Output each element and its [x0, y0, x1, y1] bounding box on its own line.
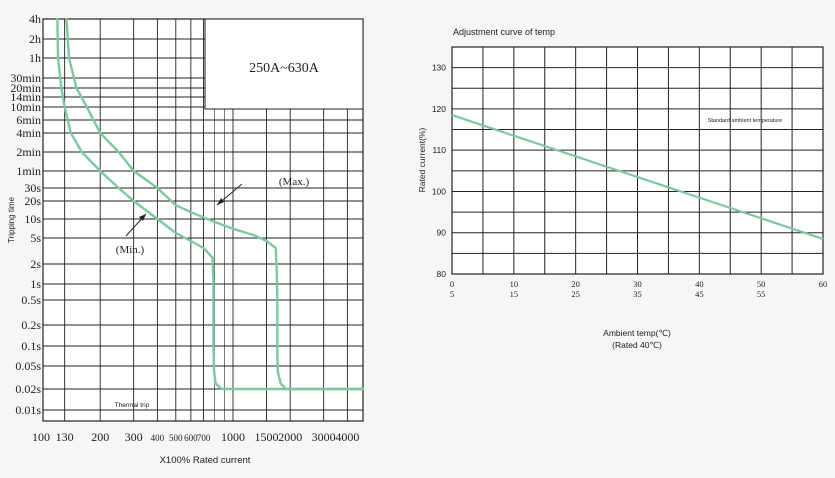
right-x-tick-label-secondary: 35 [633, 289, 642, 299]
left-y-tick-label: 0.05s [15, 359, 41, 373]
left-x-tick-label: 1000 [221, 430, 245, 444]
left-y-tick-label: 1h [29, 51, 41, 65]
left-x-tick-label: 200 [91, 430, 109, 444]
standard-ambient-annotation: Standard ambient temperature [708, 118, 783, 124]
right-x-tick-label-secondary: 25 [571, 289, 580, 299]
left-y-tick-label: 2h [29, 32, 41, 46]
max-annotation: (Max.) [279, 176, 310, 188]
left-y-axis-label: Tripping time [7, 196, 16, 242]
range-label-box [204, 18, 364, 110]
right-y-tick-label: 130 [432, 63, 446, 73]
right-x-tick-label: 20 [571, 279, 580, 289]
right-x-tick-label: 30 [633, 279, 642, 289]
left-x-tick-label: 500 [169, 433, 183, 443]
right-x-tick-label-secondary: 45 [695, 289, 704, 299]
left-x-tick-label: 4000 [335, 430, 359, 444]
right-x-tick-label: 60 [819, 279, 828, 289]
left-y-tick-label: 0.1s [21, 339, 41, 353]
left-x-tick-label: 2000 [278, 430, 302, 444]
right-x-tick-label: 40 [695, 279, 704, 289]
left-series-min-curve [56, 17, 365, 391]
temperature-adjustment-chart: Adjustment curve of temp 809010011012013… [417, 27, 827, 350]
right-x-tick-label: 0 [450, 279, 454, 289]
max-arrowhead [217, 198, 224, 205]
left-x-tick-label: 1500 [254, 430, 278, 444]
right-x-tick-label: 10 [510, 279, 519, 289]
left-y-tick-label: 1min [16, 164, 41, 178]
right-x-axis-sublabel: (Rated 40℃) [612, 340, 662, 350]
right-y-tick-label: 110 [432, 145, 446, 155]
left-y-tick-label: 10s [24, 212, 41, 226]
left-x-tick-label: 300 [125, 430, 143, 444]
left-y-tick-label: 0.5s [21, 293, 41, 307]
left-y-tick-label: 4h [29, 12, 41, 26]
left-y-tick-label: 30s [24, 181, 41, 195]
left-y-tick-label: 4min [16, 126, 41, 140]
left-y-tick-label: 0.2s [21, 318, 41, 332]
left-y-tick-label: 2s [30, 257, 41, 271]
thermal-trip-annotation: Thermal trip [115, 402, 150, 409]
right-y-tick-label: 90 [437, 228, 447, 238]
right-x-tick-label-secondary: 5 [450, 289, 454, 299]
min-annotation: (Min.) [116, 244, 145, 256]
left-x-tick-label: 600 [184, 433, 198, 443]
left-x-tick-label: 400 [151, 433, 165, 443]
range-label: 250A~630A [249, 61, 320, 76]
right-x-axis-label: Ambient temp(℃) [603, 328, 671, 338]
left-y-tick-label: 5s [30, 231, 41, 245]
left-y-tick-label: 20min [10, 81, 41, 95]
left-y-tick-label: 1s [30, 277, 41, 291]
left-x-tick-label: 130 [56, 430, 74, 444]
right-y-tick-label: 80 [437, 269, 447, 279]
right-chart-title: Adjustment curve of temp [453, 27, 555, 37]
left-y-tick-label: 30min [10, 71, 41, 85]
left-x-tick-label: 3000 [312, 430, 336, 444]
right-x-tick-label-secondary: 15 [510, 289, 519, 299]
right-x-tick-label: 50 [757, 279, 766, 289]
left-y-tick-label: 6min [16, 113, 41, 127]
right-y-tick-label: 120 [432, 104, 446, 114]
right-y-tick-label: 100 [432, 186, 446, 196]
left-y-tick-label: 20s [24, 194, 41, 208]
left-series-max-curve [65, 17, 365, 391]
right-series-line [451, 114, 824, 240]
tripping-curve-chart: 250A~630A 4h 2h 1h 30min20min14min10min6min… [7, 12, 365, 466]
left-y-tick-label: 0.02s [15, 382, 41, 396]
right-x-tick-label-secondary: 55 [757, 289, 766, 299]
left-y-tick-label: 14min [10, 90, 41, 104]
left-x-tick-label: 700 [197, 433, 211, 443]
right-y-axis-label: Rated current(%) [417, 127, 427, 192]
min-arrowhead [139, 214, 146, 221]
left-x-tick-label: 100 [32, 430, 50, 444]
left-x-axis-label: X100% Rated current [160, 455, 251, 466]
left-y-tick-label: 0.01s [15, 403, 41, 417]
left-y-tick-label: 10min [10, 100, 41, 114]
left-y-tick-label: 2min [16, 145, 41, 159]
